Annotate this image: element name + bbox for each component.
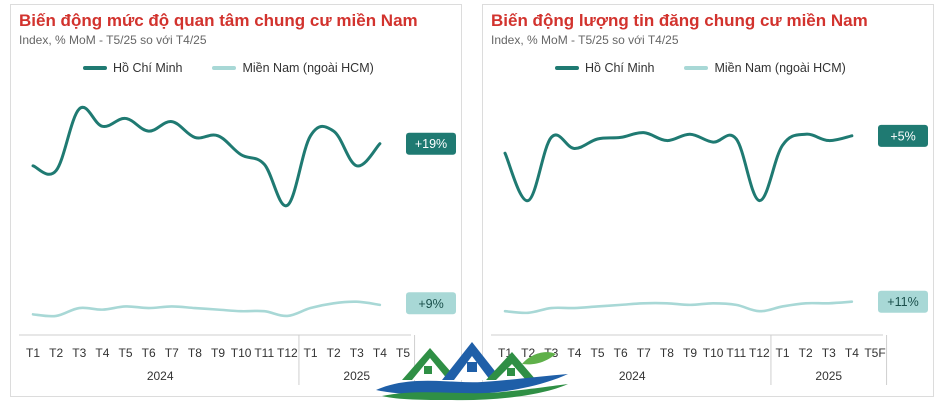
x-tick-label: T1	[775, 346, 789, 360]
x-tick-label: T1	[26, 346, 40, 360]
year-group-label: 2025	[815, 369, 842, 383]
x-tick-label: T2	[799, 346, 813, 360]
x-tick-label: T11	[254, 346, 274, 360]
x-tick-label: T2	[327, 346, 341, 360]
line-chart-listings: T1T2T3T4T5T6T7T8T9T10T11T12T1T2T3T4T5F20…	[491, 124, 928, 385]
legend-label-mien-nam: Miền Nam (ngoài HCM)	[714, 61, 846, 75]
end-badge-label: +9%	[418, 297, 443, 311]
end-badge-mien-nam	[406, 292, 456, 315]
x-tick-label: T6	[614, 346, 628, 360]
legend-item-hcm: Hồ Chí Minh	[83, 61, 182, 75]
chart-legend: Hồ Chí Minh Miền Nam (ngoài HCM)	[555, 61, 876, 75]
x-tick-label: T3	[822, 346, 836, 360]
x-tick-label: T5	[590, 346, 604, 360]
year-group-label: 2025	[343, 369, 370, 383]
x-tick-label: T2	[49, 346, 63, 360]
chart-legend: Hồ Chí Minh Miền Nam (ngoài HCM)	[83, 61, 404, 75]
legend-label-hcm: Hồ Chí Minh	[585, 61, 655, 75]
x-tick-label: T3	[350, 346, 364, 360]
legend-swatch-mien-nam	[212, 66, 237, 70]
x-tick-label: T4	[373, 346, 387, 360]
chart-title: Biến động mức độ quan tâm chung cư miền …	[19, 11, 418, 30]
end-badge-label: +19%	[415, 137, 447, 151]
x-tick-label: T4	[845, 346, 859, 360]
series-line-mien-nam	[31, 300, 382, 318]
x-tick-label: T8	[188, 346, 202, 360]
x-tick-label: T12	[749, 346, 770, 360]
legend-label-hcm: Hồ Chí Minh	[113, 61, 183, 75]
chart-title: Biến động lượng tin đăng chung cư miền N…	[491, 11, 868, 30]
legend-item-hcm: Hồ Chí Minh	[555, 61, 654, 75]
legend-label-mien-nam: Miền Nam (ngoài HCM)	[242, 61, 374, 75]
x-tick-label: T5	[118, 346, 132, 360]
x-tick-label: T1	[303, 346, 317, 360]
x-tick-label: T5	[396, 346, 410, 360]
x-tick-label: T5F	[864, 346, 885, 360]
legend-item-mien-nam: Miền Nam (ngoài HCM)	[684, 61, 846, 75]
x-tick-label: T3	[72, 346, 86, 360]
x-tick-label: T10	[231, 346, 252, 360]
x-tick-label: T9	[211, 346, 225, 360]
end-badge-mien-nam	[878, 290, 928, 313]
legend-item-mien-nam: Miền Nam (ngoài HCM)	[212, 61, 374, 75]
x-tick-label: T8	[660, 346, 674, 360]
year-group-label: 2024	[147, 369, 174, 383]
line-chart-interest: T1 T2 T3 T4 T5 T6 T7 T8 T9 T10 T11 T12 T1 T2 T3 T4 T5 202…	[19, 105, 456, 385]
x-tick-label: T6	[142, 346, 156, 360]
chart-panel-interest: Biến động mức độ quan tâm chung cư miền …	[10, 4, 462, 397]
end-badge-label: +5%	[890, 129, 915, 143]
x-tick-label: T7	[165, 346, 179, 360]
x-tick-label: T4	[95, 346, 109, 360]
x-tick-label: T9	[683, 346, 697, 360]
chart-panel-listings: Biến động lượng tin đăng chung cư miền N…	[482, 4, 934, 397]
year-group-label: 2024	[619, 369, 646, 383]
series-line-mien-nam	[503, 300, 854, 315]
x-tick-label: T4	[567, 346, 581, 360]
x-tick-label: T12	[277, 346, 298, 360]
end-badge-label: +11%	[887, 295, 918, 309]
x-tick-label: T10	[703, 346, 724, 360]
legend-swatch-hcm	[555, 66, 579, 70]
series-line-hcm	[503, 131, 854, 203]
x-tick-label: T7	[637, 346, 651, 360]
chart-subtitle: Index, % MoM - T5/25 so với T4/25	[491, 33, 679, 47]
series-line-hcm	[31, 105, 382, 207]
end-badge-hcm	[878, 124, 928, 147]
legend-swatch-mien-nam	[684, 66, 709, 70]
x-tick-label: T11	[726, 346, 746, 360]
end-badge-hcm	[406, 132, 456, 155]
legend-swatch-hcm	[83, 66, 107, 70]
house-logo-icon	[376, 342, 568, 401]
chart-subtitle: Index, % MoM - T5/25 so với T4/25	[19, 33, 207, 47]
